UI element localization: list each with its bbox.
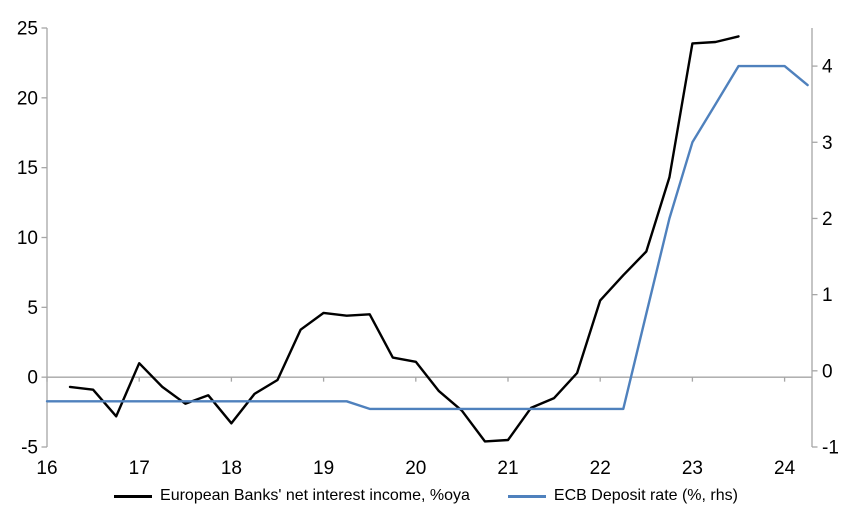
svg-text:17: 17 (129, 458, 150, 479)
legend-item-net-interest-income: European Banks' net interest income, %oy… (114, 487, 470, 505)
svg-text:1: 1 (822, 285, 833, 306)
svg-text:15: 15 (17, 158, 38, 179)
svg-text:3: 3 (822, 133, 833, 154)
svg-text:0: 0 (27, 368, 38, 389)
svg-text:18: 18 (221, 458, 242, 479)
svg-text:20: 20 (405, 458, 426, 479)
black-line-swatch (114, 494, 153, 498)
svg-text:16: 16 (36, 458, 57, 479)
svg-text:10: 10 (17, 228, 38, 249)
legend-label-net-interest-income: European Banks' net interest income, %oy… (160, 487, 470, 504)
svg-text:20: 20 (17, 88, 38, 109)
svg-text:21: 21 (497, 458, 518, 479)
svg-text:5: 5 (27, 298, 38, 319)
svg-text:4: 4 (822, 57, 833, 78)
svg-text:2: 2 (822, 209, 833, 230)
legend-item-ecb-deposit-rate: ECB Deposit rate (%, rhs) (507, 487, 738, 505)
svg-text:-1: -1 (822, 438, 839, 459)
blue-line-swatch (507, 494, 546, 498)
svg-text:25: 25 (17, 19, 38, 40)
svg-text:0: 0 (822, 361, 833, 382)
svg-text:22: 22 (590, 458, 611, 479)
svg-text:24: 24 (774, 458, 796, 479)
chart-legend: European Banks' net interest income, %oy… (0, 487, 852, 505)
svg-text:-5: -5 (21, 438, 38, 459)
svg-text:19: 19 (313, 458, 334, 479)
legend-label-ecb-deposit-rate: ECB Deposit rate (%, rhs) (553, 487, 738, 504)
svg-text:23: 23 (682, 458, 703, 479)
